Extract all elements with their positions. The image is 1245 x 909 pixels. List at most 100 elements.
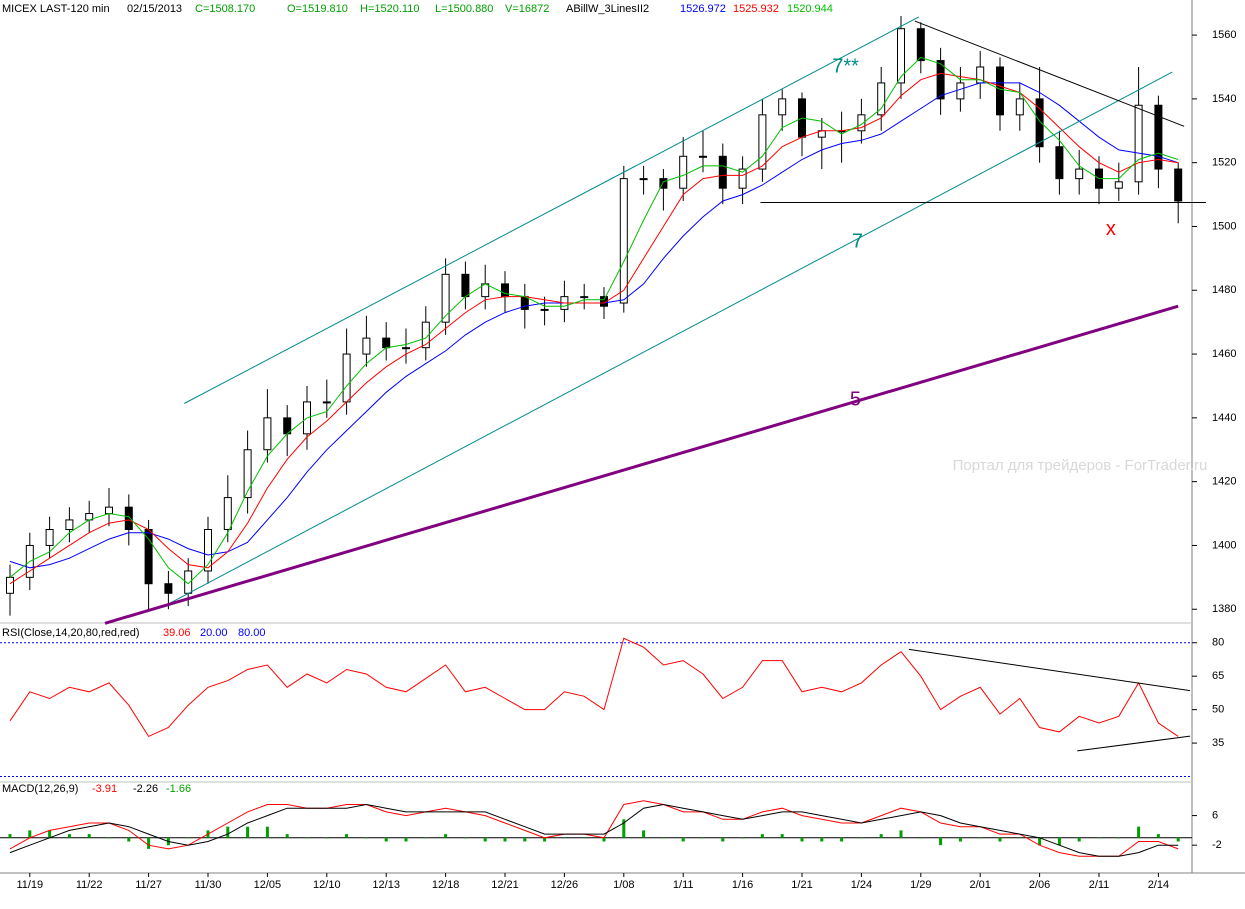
candle-body — [996, 66, 1004, 116]
candle-body — [877, 82, 886, 116]
y-tick-label: 1540 — [1212, 93, 1236, 105]
histogram-bar — [1117, 837, 1121, 839]
histogram-bar — [919, 837, 923, 839]
candle-body — [699, 155, 707, 158]
candle-body — [1114, 181, 1123, 189]
candle-body — [441, 273, 450, 323]
trend-line — [104, 304, 1179, 625]
candle-body — [936, 60, 945, 100]
histogram-bar — [1057, 837, 1061, 846]
x-tick-label: 11/30 — [195, 879, 222, 891]
candle-body — [778, 98, 787, 116]
trend-line — [184, 16, 920, 404]
y-tick-label: 80 — [1212, 637, 1224, 649]
y-tick-label: 1500 — [1212, 220, 1236, 232]
candle-body — [402, 347, 410, 350]
histogram-bar — [1077, 837, 1081, 842]
candle-body — [600, 296, 608, 307]
candle-body — [619, 178, 628, 304]
annotation: 7** — [832, 55, 859, 77]
x-tick-label: 2/11 — [1089, 879, 1110, 891]
panel-header: H=1520.110 — [360, 3, 419, 15]
panel-header: -3.91 — [92, 783, 117, 795]
y-tick-label: -2 — [1212, 839, 1222, 851]
histogram-bar — [859, 837, 863, 839]
histogram-bar — [701, 837, 705, 839]
candle-body — [45, 528, 54, 546]
trend-line — [914, 20, 1185, 127]
histogram-bar — [345, 834, 349, 838]
panel-header: 1525.932 — [733, 3, 779, 15]
histogram-bar — [404, 837, 408, 842]
histogram-bar — [226, 826, 230, 838]
candle-body — [659, 178, 668, 189]
x-tick-label: 11/19 — [16, 879, 43, 891]
histogram-bar — [820, 837, 824, 842]
histogram-bar — [760, 834, 764, 838]
candle-body — [263, 417, 272, 451]
indicator-line — [9, 803, 1179, 857]
candle-body — [362, 337, 371, 355]
x-tick-label: 12/18 — [432, 879, 460, 891]
panel-header: ABillW_3LinesII2 — [566, 3, 649, 15]
x-tick-label: 1/11 — [673, 879, 694, 891]
candle-body — [223, 497, 232, 530]
histogram-bar — [87, 834, 91, 838]
histogram-bar — [780, 834, 784, 838]
candle-body — [1035, 98, 1044, 148]
histogram-bar — [978, 837, 982, 839]
x-tick-label: 12/13 — [372, 879, 400, 891]
candle-body — [243, 449, 252, 499]
histogram-bar — [127, 837, 131, 842]
x-tick-label: 1/29 — [910, 879, 931, 891]
histogram-bar — [1038, 837, 1042, 846]
histogram-bar — [998, 837, 1002, 842]
panel-header: 1520.944 — [787, 3, 833, 15]
x-tick-label: 11/27 — [135, 879, 162, 891]
histogram-bar — [246, 826, 250, 838]
watermark: Портал для трейдеров - ForTrader.ru — [953, 457, 1208, 474]
histogram-bar — [840, 837, 844, 842]
histogram-bar — [325, 837, 329, 839]
histogram-bar — [582, 837, 586, 839]
y-tick-label: 1440 — [1212, 412, 1236, 424]
histogram-bar — [1156, 834, 1160, 838]
x-tick-label: 1/24 — [851, 879, 872, 891]
panel-header: 80.00 — [238, 627, 266, 639]
y-tick-label: 6 — [1212, 809, 1218, 821]
candle-body — [124, 506, 133, 530]
panel-header: 02/15/2013 — [127, 3, 182, 15]
histogram-bar — [265, 826, 269, 838]
candle-body — [738, 168, 747, 189]
histogram-bar — [285, 834, 289, 838]
panel-header: V=16872 — [505, 3, 549, 15]
histogram-bar — [958, 837, 962, 842]
x-tick-label: 2/01 — [969, 879, 990, 891]
y-tick-label: 50 — [1212, 704, 1224, 716]
candle-body — [1015, 98, 1024, 116]
x-tick-label: 1/21 — [791, 879, 812, 891]
candle-body — [164, 583, 173, 594]
histogram-bar — [424, 837, 428, 839]
x-tick-label: 12/21 — [491, 879, 519, 891]
candle-body — [501, 283, 509, 298]
candle-body — [6, 576, 14, 594]
histogram-bar — [1018, 837, 1022, 839]
histogram-bar — [28, 830, 32, 838]
panel-header: -2.26 — [133, 783, 158, 795]
candle-body — [857, 114, 866, 132]
histogram-bar — [939, 837, 943, 846]
trend-line — [1077, 735, 1191, 752]
histogram-bar — [622, 819, 626, 838]
histogram-bar — [1137, 826, 1141, 838]
histogram-bar — [681, 837, 685, 842]
candle-body — [1174, 168, 1183, 202]
histogram-bar — [602, 837, 606, 842]
histogram-bar — [444, 834, 448, 838]
trend-line — [908, 648, 1191, 692]
candle-body — [421, 321, 430, 349]
y-tick-label: 1420 — [1212, 476, 1236, 488]
histogram-bar — [147, 837, 151, 849]
